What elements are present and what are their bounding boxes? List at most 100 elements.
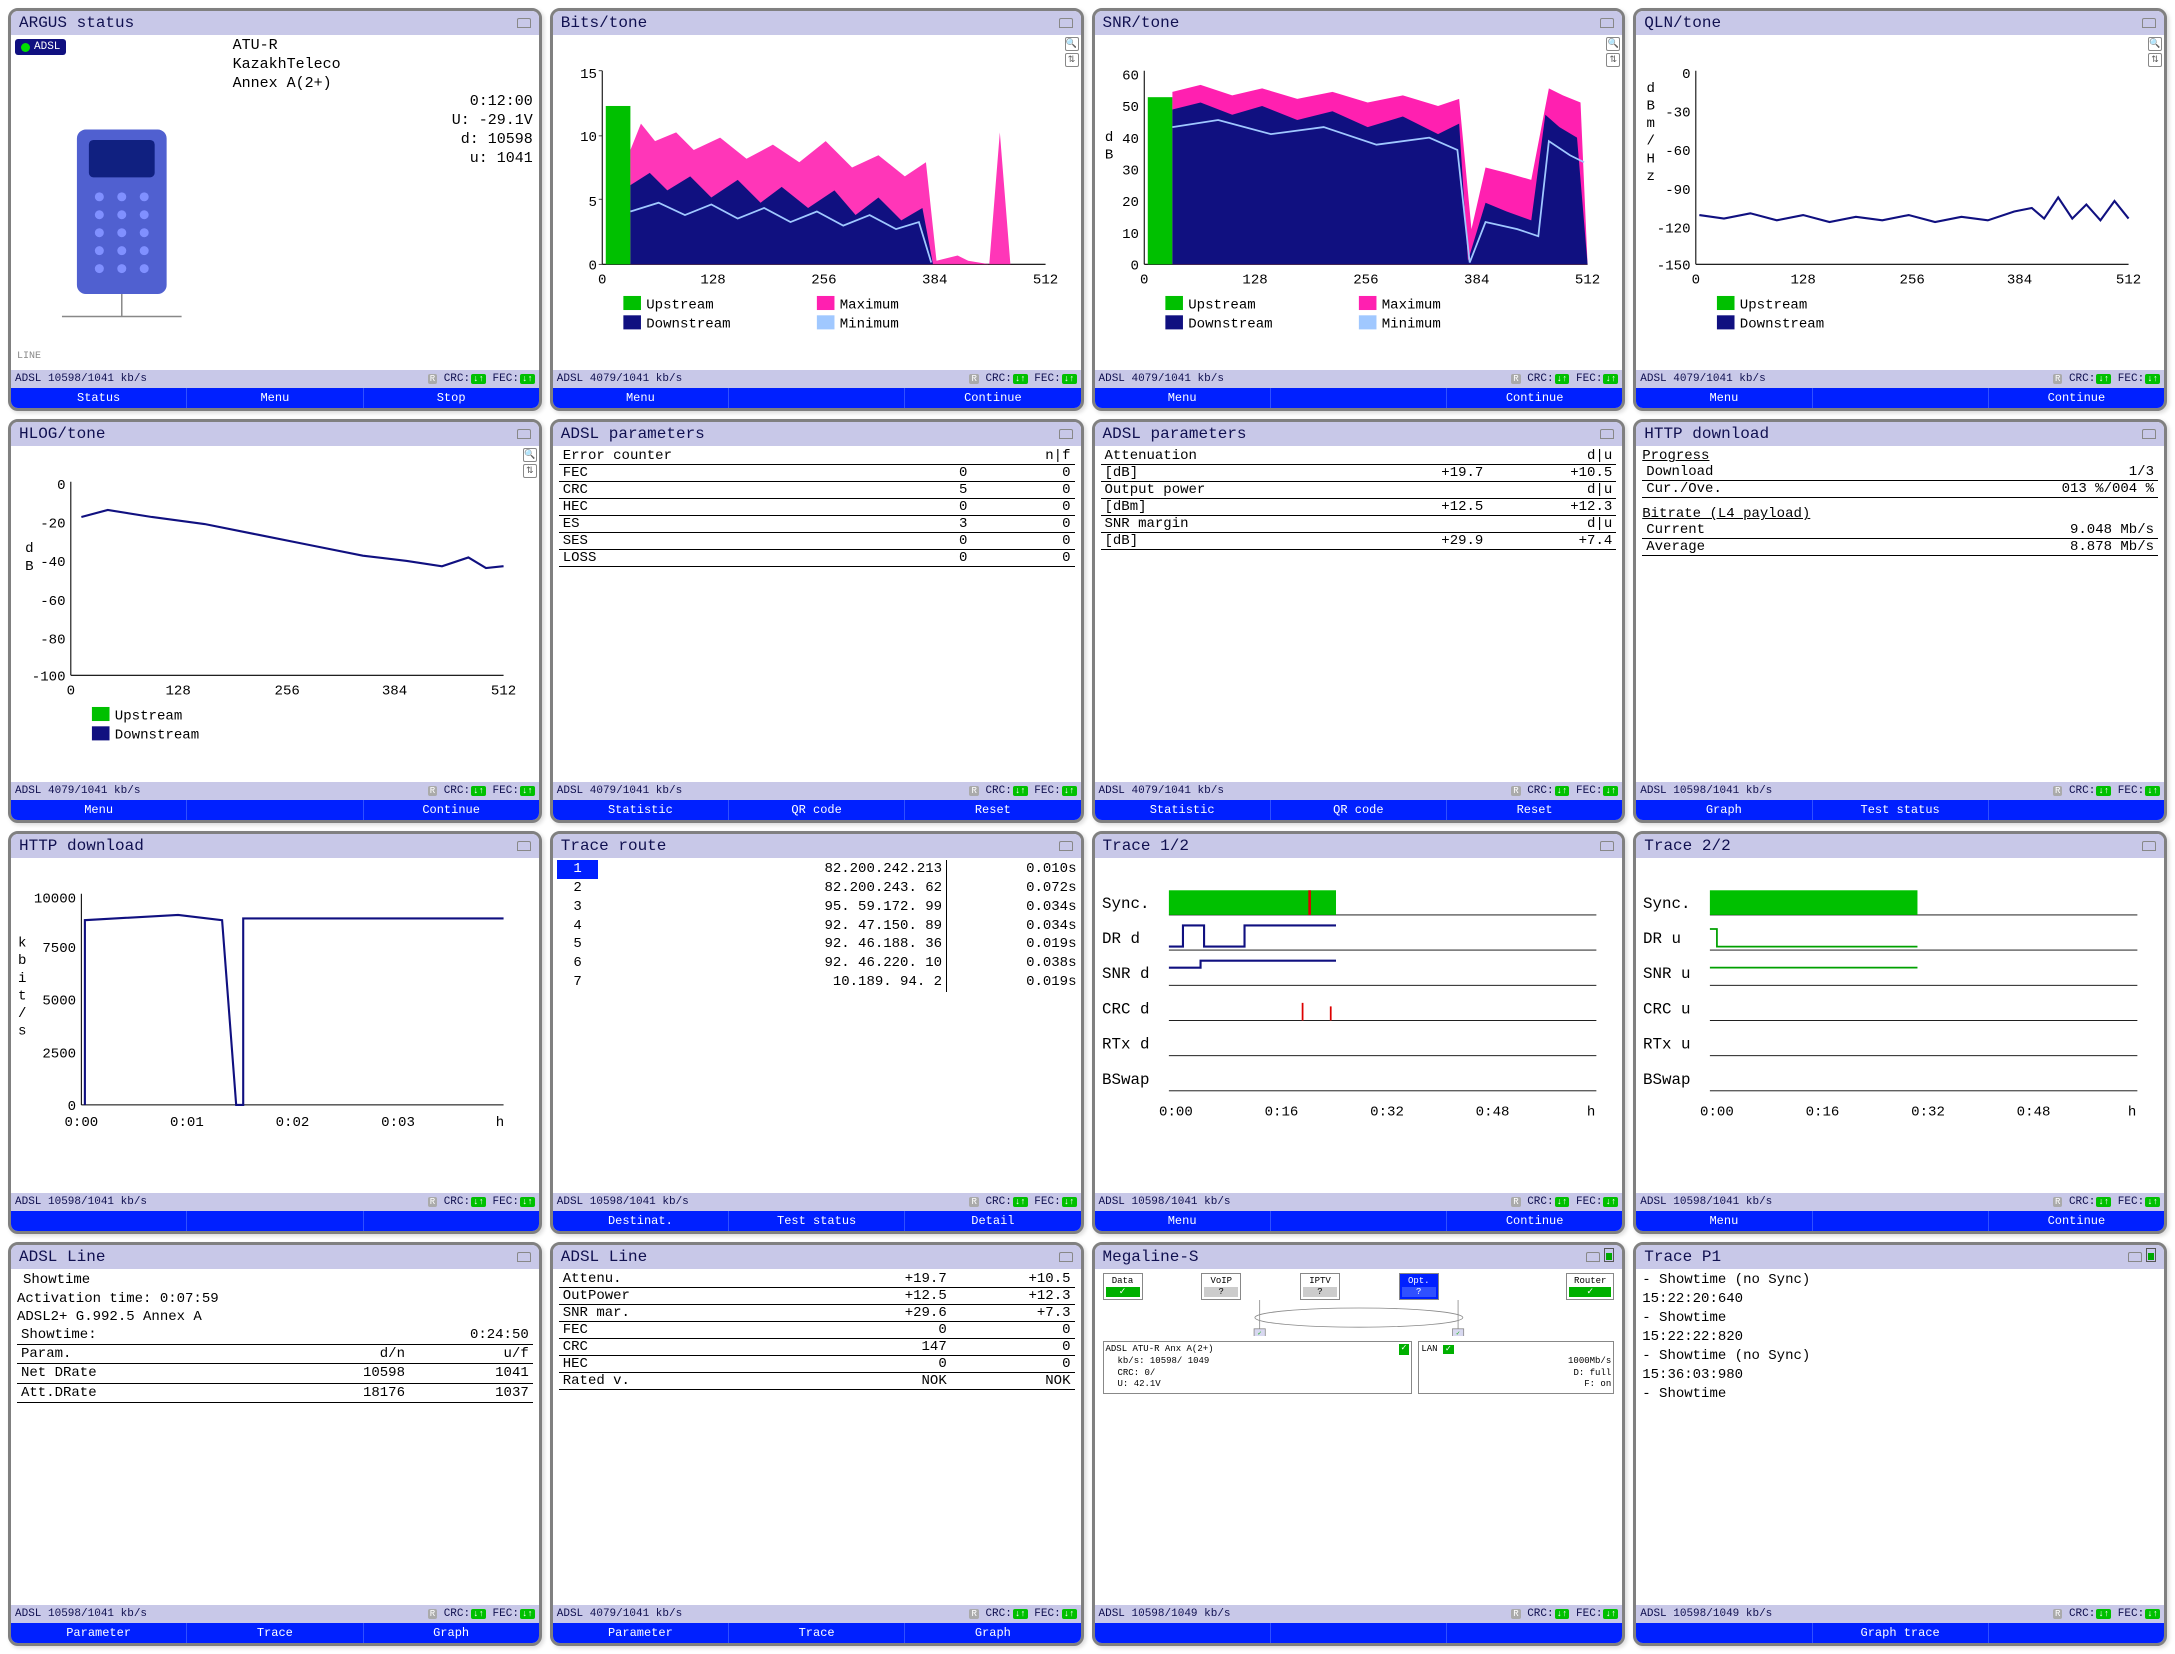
svg-text:256: 256: [275, 684, 300, 700]
status-badges: R CRC:↓↑ FEC:↓↑: [1511, 373, 1618, 385]
status-text: ADSL 10598/1041 kb/s: [15, 1196, 147, 1208]
service-opt[interactable]: Opt. ?: [1399, 1273, 1439, 1300]
menu-button[interactable]: Menu: [1095, 1211, 1271, 1231]
adsl-info-box: ✓ ADSL ATU-R Anx A(2+) kb/s: 10598/ 1049…: [1103, 1341, 1413, 1394]
blank-button[interactable]: [187, 800, 363, 820]
blank-button[interactable]: [11, 1211, 187, 1231]
table-row[interactable]: 692. 46.220. 100.038s: [557, 954, 1077, 973]
graph-button[interactable]: Graph: [1636, 800, 1812, 820]
table-row: Net DRate105981041: [17, 1364, 533, 1383]
svg-text:512: 512: [1574, 273, 1599, 289]
menu-button[interactable]: Menu: [187, 388, 363, 408]
blank-button[interactable]: [364, 1211, 539, 1231]
blank-button[interactable]: [1813, 388, 1989, 408]
continue-button[interactable]: Continue: [1447, 1211, 1622, 1231]
blank-button[interactable]: [1095, 1623, 1271, 1643]
parameter-button[interactable]: Parameter: [553, 1623, 729, 1643]
svg-text:0: 0: [1140, 273, 1148, 289]
continue-button[interactable]: Continue: [364, 800, 539, 820]
blank-button[interactable]: [187, 1211, 363, 1231]
blank-button[interactable]: [1271, 1623, 1447, 1643]
svg-text:H: H: [1647, 151, 1655, 167]
blank-button[interactable]: [1271, 1211, 1447, 1231]
blank-button[interactable]: [1813, 1211, 1989, 1231]
title-text: Trace 2/2: [1644, 837, 1730, 855]
continue-button[interactable]: Continue: [1989, 388, 2164, 408]
service-router[interactable]: Router ✓: [1566, 1273, 1614, 1300]
table-row: HEC00: [559, 499, 1075, 516]
line-label: LINE: [17, 351, 41, 362]
destinat-button[interactable]: Destinat.: [553, 1211, 729, 1231]
scroll-icon[interactable]: ⇅: [2148, 53, 2162, 67]
blank-button[interactable]: [729, 388, 905, 408]
svg-text:/: /: [18, 1006, 26, 1022]
graph-button[interactable]: Graph: [905, 1623, 1080, 1643]
test-status-button[interactable]: Test status: [1813, 800, 1989, 820]
scroll-icon[interactable]: ⇅: [1606, 53, 1620, 67]
svg-text:0:32: 0:32: [1911, 1104, 1945, 1120]
status-text: ADSL 10598/1049 kb/s: [1099, 1608, 1231, 1620]
svg-text:10000: 10000: [34, 892, 76, 908]
svg-text:0:00: 0:00: [1159, 1104, 1193, 1120]
log-line: 15:22:20:640: [1642, 1290, 2158, 1309]
zoom-icon[interactable]: 🔍: [1606, 37, 1620, 51]
svg-text:384: 384: [382, 684, 407, 700]
service-voip[interactable]: VoIP ?: [1201, 1273, 1241, 1300]
table-row[interactable]: 592. 46.188. 360.019s: [557, 935, 1077, 954]
menu-button[interactable]: Menu: [1095, 388, 1271, 408]
table-row[interactable]: 282.200.243. 620.072s: [557, 879, 1077, 898]
menu-button[interactable]: Menu: [1636, 1211, 1812, 1231]
blank-button[interactable]: [1989, 1623, 2164, 1643]
service-data[interactable]: Data ✓: [1103, 1273, 1143, 1300]
blank-button[interactable]: [1271, 388, 1447, 408]
continue-button[interactable]: Continue: [1989, 1211, 2164, 1231]
menu-button[interactable]: Menu: [553, 388, 729, 408]
reset-button[interactable]: Reset: [905, 800, 1080, 820]
qrcode-button[interactable]: QR code: [729, 800, 905, 820]
blank-button[interactable]: [1447, 1623, 1622, 1643]
graph-button[interactable]: Graph: [364, 1623, 539, 1643]
status-text: ADSL 10598/1041 kb/s: [1640, 1196, 1772, 1208]
menu-button[interactable]: Menu: [11, 800, 187, 820]
scroll-icon[interactable]: ⇅: [1065, 53, 1079, 67]
status-text: ADSL 10598/1041 kb/s: [15, 373, 147, 385]
table-row[interactable]: 182.200.242.2130.010s: [557, 860, 1077, 879]
status-text: ADSL 4079/1041 kb/s: [557, 373, 682, 385]
menu-button[interactable]: Menu: [1636, 388, 1812, 408]
table-row[interactable]: 395. 59.172. 990.034s: [557, 898, 1077, 917]
table-row[interactable]: 492. 47.150. 890.034s: [557, 917, 1077, 936]
adsl-info-l2: kb/s: 10598/ 1049: [1106, 1356, 1410, 1368]
check-icon: ✓: [1443, 1345, 1454, 1354]
test-status-button[interactable]: Test status: [729, 1211, 905, 1231]
scroll-icon[interactable]: ⇅: [523, 464, 537, 478]
reset-button[interactable]: Reset: [1447, 800, 1622, 820]
zoom-icon[interactable]: 🔍: [523, 448, 537, 462]
title-text: QLN/tone: [1644, 14, 1721, 32]
svg-text:/: /: [1647, 134, 1655, 150]
statistic-button[interactable]: Statistic: [1095, 800, 1271, 820]
graph-trace-button[interactable]: Graph trace: [1813, 1623, 1989, 1643]
side-icons: 🔍⇅: [2148, 37, 2162, 67]
svg-text:512: 512: [491, 684, 516, 700]
status-button[interactable]: Status: [11, 388, 187, 408]
showtime-table: Showtime:0:24:50 Param.d/nu/f Net DRate1…: [17, 1326, 533, 1403]
zoom-icon[interactable]: 🔍: [2148, 37, 2162, 51]
continue-button[interactable]: Continue: [1447, 388, 1622, 408]
stop-button[interactable]: Stop: [364, 388, 539, 408]
service-iptv[interactable]: IPTV ?: [1300, 1273, 1340, 1300]
statistic-button[interactable]: Statistic: [553, 800, 729, 820]
svg-text:h: h: [1586, 1104, 1594, 1120]
trace-button[interactable]: Trace: [187, 1623, 363, 1643]
svg-text:256: 256: [1353, 273, 1378, 289]
blank-button[interactable]: [1989, 800, 2164, 820]
parameter-button[interactable]: Parameter: [11, 1623, 187, 1643]
blank-button[interactable]: [1636, 1623, 1812, 1643]
trace-button[interactable]: Trace: [729, 1623, 905, 1643]
status-badges: R CRC:↓↑ FEC:↓↑: [2053, 1608, 2160, 1620]
continue-button[interactable]: Continue: [905, 388, 1080, 408]
zoom-icon[interactable]: 🔍: [1065, 37, 1079, 51]
table-row[interactable]: 710.189. 94. 20.019s: [557, 973, 1077, 992]
info-l5: U: -29.1V: [233, 112, 533, 131]
qrcode-button[interactable]: QR code: [1271, 800, 1447, 820]
detail-button[interactable]: Detail: [905, 1211, 1080, 1231]
